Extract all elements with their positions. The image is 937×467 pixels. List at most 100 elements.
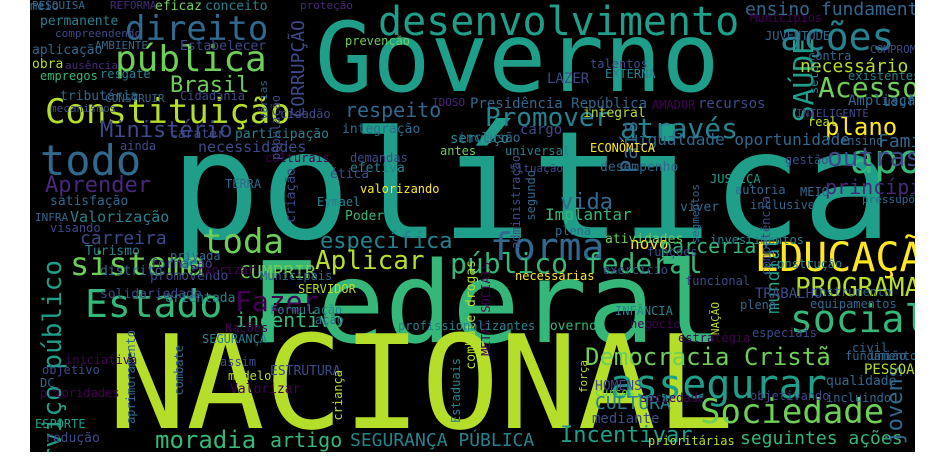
cloud-word: Nações <box>225 321 269 335</box>
cloud-word: universal <box>505 144 571 158</box>
cloud-word: EDUCAÇÃO <box>755 235 915 281</box>
cloud-word: PESQUISA <box>32 0 85 12</box>
cloud-word: participação <box>235 127 329 142</box>
cloud-word: ainda <box>120 139 157 153</box>
cloud-word: necessárias <box>515 269 595 283</box>
cloud-word: Democracia Cristã <box>585 343 831 371</box>
cloud-word: valorizando <box>360 182 440 196</box>
cloud-word: MEIO <box>800 185 829 199</box>
cloud-word: prioridades <box>40 386 120 400</box>
cloud-word: parceria <box>660 234 757 258</box>
cloud-word: proteção <box>300 0 353 12</box>
cloud-word: viver <box>680 200 720 215</box>
cloud-word: TERRA <box>225 177 262 191</box>
cloud-word: redução <box>45 431 100 446</box>
cloud-word: segmentos <box>689 184 702 244</box>
cloud-word: pressupõe <box>862 193 915 206</box>
cloud-word: solidariedade <box>100 287 202 302</box>
cloud-word: objetivo <box>42 363 100 377</box>
cloud-word: seguintes ações <box>740 428 903 449</box>
cloud-word: formação <box>150 257 213 272</box>
cloud-word: através <box>620 112 739 145</box>
cloud-word: moradia <box>155 426 257 452</box>
cloud-word: PROGRAMA <box>795 273 915 303</box>
cloud-word: Formulação <box>270 303 343 317</box>
cloud-word: CONSTRUIR <box>105 92 165 105</box>
cloud-word: forma <box>490 225 605 269</box>
cloud-word: distrito <box>100 264 163 279</box>
cloud-word: direito <box>125 9 269 49</box>
cloud-word: artigo <box>270 428 343 452</box>
cloud-word: Valorização <box>70 208 170 226</box>
cloud-word: promovendo <box>150 269 229 284</box>
cloud-word: combate <box>172 345 186 396</box>
cloud-word: ESTRUTURA <box>270 364 341 379</box>
cloud-word: REFORMA <box>110 0 157 12</box>
cloud-word: demandas <box>350 151 408 165</box>
cloud-word: política <box>170 100 893 274</box>
cloud-word: instrumento <box>812 285 892 299</box>
cloud-word: pleno <box>740 298 777 312</box>
cloud-word: METAS SOCIAIS <box>479 262 493 356</box>
cloud-word: outras <box>827 143 915 173</box>
cloud-word: obra <box>32 57 64 72</box>
cloud-word: assegurar <box>610 362 827 408</box>
cloud-word: inclusive <box>750 198 816 212</box>
cloud-word: SEGURANÇA <box>202 332 268 346</box>
cloud-word: toda <box>202 222 284 262</box>
cloud-word: Estabelecer <box>180 39 267 54</box>
cloud-word: integral <box>583 106 646 121</box>
cloud-word: CORRUPÇÃO <box>288 20 309 118</box>
cloud-word: específica <box>320 229 453 254</box>
cloud-word: culturais <box>265 151 331 165</box>
cloud-word: CUMPRIR <box>240 262 316 283</box>
cloud-word: Brasil <box>170 73 250 98</box>
cloud-word: Governo <box>315 2 720 114</box>
cloud-word: ação <box>315 313 344 327</box>
cloud-word: JUVENTUDE <box>765 29 831 43</box>
cloud-word: caráter <box>170 127 225 142</box>
cloud-word: funcional <box>685 274 751 288</box>
cloud-word: Promover <box>485 103 611 133</box>
cloud-word: meio <box>30 0 59 13</box>
cloud-word: SERVIDOR <box>298 282 356 296</box>
cloud-word: aplicação <box>32 43 103 58</box>
cloud-word: Valorizar <box>230 382 301 397</box>
cloud-word: necessário <box>800 56 909 77</box>
cloud-word: EXTERNA <box>605 67 656 81</box>
cloud-word: aprimoramento <box>124 330 138 424</box>
cloud-word: Cidadania <box>180 89 246 103</box>
cloud-word: estratégia <box>678 331 751 345</box>
cloud-word: iniciativa <box>65 353 138 367</box>
cloud-word: talentos <box>590 57 648 71</box>
cloud-word: ESPORTE <box>35 417 86 431</box>
cloud-word: novo <box>630 234 669 253</box>
cloud-word: setor <box>807 58 821 95</box>
cloud-word: igualdade oportunidade <box>638 130 850 149</box>
cloud-word: Acesso <box>818 71 915 104</box>
cloud-word: prioritárias <box>648 434 735 448</box>
cloud-word: Presidência República <box>470 96 648 112</box>
cloud-word: HOMENS <box>595 379 642 394</box>
cloud-word: contra <box>808 49 852 63</box>
cloud-word: especiais <box>752 326 818 340</box>
cloud-word: Federal <box>250 239 723 369</box>
cloud-word: pública <box>115 39 267 80</box>
cloud-word: investimentos <box>710 233 804 247</box>
cloud-word: Ministério <box>100 118 233 143</box>
cloud-word: INFRA <box>35 211 69 224</box>
cloud-word: social <box>790 297 915 341</box>
cloud-word: NACIONAL <box>108 307 735 452</box>
cloud-word: exercício <box>603 263 669 277</box>
cloud-word: orientada <box>165 291 236 306</box>
cloud-word: objetivando <box>750 389 830 403</box>
cloud-word: incentivo <box>235 308 344 332</box>
cloud-word: prevenção <box>345 34 411 48</box>
cloud-word: INFÂNCIA <box>615 304 673 318</box>
cloud-word: profissionalizantes <box>398 319 536 333</box>
cloud-word: recursos <box>698 96 766 112</box>
cloud-word: Aprender <box>45 173 151 198</box>
cloud-word: situação <box>510 162 563 175</box>
cloud-word: Estado <box>85 282 223 326</box>
cloud-word: Priorizar <box>190 263 256 277</box>
